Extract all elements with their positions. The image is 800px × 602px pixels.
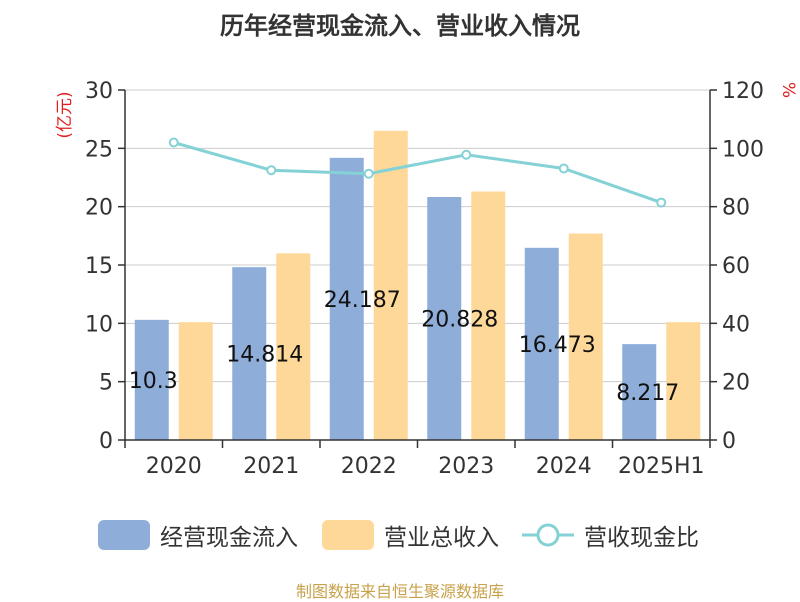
bar-revenue — [276, 253, 311, 440]
y-left-tick-label: 0 — [99, 429, 113, 454]
axes-layer: 0 5 10 15 20 25 30 0 20 40 60 80 100 120 2020 2021 2022 2… — [55, 79, 798, 479]
bar-revenue — [178, 322, 213, 440]
data-label-cash-inflow: 24.187 — [324, 288, 401, 313]
bar-cash-inflow — [524, 247, 559, 440]
bar-cash-inflow — [329, 157, 364, 440]
bar-revenue — [373, 130, 408, 441]
x-tick-label: 2020 — [146, 454, 202, 479]
x-tick-label: 2021 — [243, 454, 299, 479]
bar-revenue — [568, 233, 603, 440]
y-left-tick-label: 30 — [85, 79, 113, 104]
legend-swatch-cash-inflow — [98, 520, 150, 550]
legend-label-ratio: 营收现金比 — [584, 525, 699, 551]
ratio-point — [558, 163, 569, 174]
bars-layer — [134, 130, 701, 441]
chart-title: 历年经营现金流入、营业收入情况 — [220, 12, 580, 40]
source-footer: 制图数据来自恒生聚源数据库 — [295, 582, 504, 601]
line-layer — [168, 137, 667, 208]
x-tick-label: 2024 — [536, 454, 592, 479]
grid-lines — [125, 89, 710, 383]
y-left-tick-label: 5 — [99, 371, 113, 396]
y-right-tick-label: 40 — [722, 312, 750, 337]
y-left-tick-label: 20 — [85, 196, 113, 221]
bar-revenue — [666, 322, 701, 440]
legend-label-revenue: 营业总收入 — [384, 525, 499, 551]
legend: 经营现金流入 营业总收入 营收现金比 — [0, 517, 800, 557]
ratio-point — [266, 165, 277, 176]
y-left-tick-label: 10 — [85, 312, 113, 337]
bar-cash-inflow — [232, 267, 267, 440]
bar-cash-inflow — [622, 344, 657, 440]
y-right-tick-label: 20 — [722, 371, 750, 396]
bar-cash-inflow — [427, 197, 462, 440]
x-tick-label: 2023 — [438, 454, 494, 479]
y-left-axis-label: (亿元) — [55, 91, 75, 138]
y-right-tick-label: 60 — [722, 254, 750, 279]
data-label-cash-inflow: 20.828 — [421, 308, 498, 333]
bar-revenue — [471, 191, 506, 440]
y-right-axis-label: % — [778, 82, 798, 98]
legend-item-cash-inflow[interactable]: 经营现金流入 — [98, 517, 298, 553]
x-tick-label: 2025H1 — [618, 454, 705, 479]
legend-line-marker — [522, 523, 574, 547]
legend-label-cash-inflow: 经营现金流入 — [160, 525, 298, 551]
legend-item-ratio[interactable]: 营收现金比 — [522, 517, 699, 553]
y-right-tick-label: 100 — [722, 137, 764, 162]
data-label-cash-inflow: 16.473 — [519, 333, 596, 358]
ratio-point — [168, 137, 179, 148]
ratio-point — [363, 168, 374, 179]
ratio-point — [461, 149, 472, 160]
y-right-tick-label: 80 — [722, 196, 750, 221]
y-right-tick-label: 120 — [722, 79, 764, 104]
data-label-cash-inflow: 14.814 — [226, 343, 303, 368]
x-tick-label: 2022 — [341, 454, 397, 479]
legend-swatch-revenue — [322, 520, 374, 550]
ratio-point — [656, 197, 667, 208]
data-label-cash-inflow: 10.3 — [129, 369, 178, 394]
y-left-tick-label: 25 — [85, 137, 113, 162]
data-labels-layer: 10.3 14.814 24.187 20.828 16.473 8.217 — [129, 288, 679, 406]
bar-cash-inflow — [134, 319, 169, 440]
y-left-tick-label: 15 — [85, 254, 113, 279]
data-label-cash-inflow: 8.217 — [616, 381, 679, 406]
ratio-line — [173, 141, 662, 204]
legend-item-revenue[interactable]: 营业总收入 — [322, 517, 499, 553]
y-right-tick-label: 0 — [722, 429, 736, 454]
